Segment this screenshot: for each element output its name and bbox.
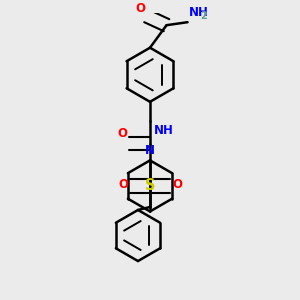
Text: O: O: [136, 2, 146, 15]
Text: O: O: [118, 127, 128, 140]
Text: 2: 2: [200, 11, 207, 21]
Text: N: N: [145, 144, 155, 157]
Text: S: S: [145, 178, 155, 194]
Text: NH: NH: [154, 124, 173, 137]
Text: O: O: [172, 178, 182, 191]
Text: NH: NH: [189, 6, 209, 19]
Text: O: O: [118, 178, 128, 191]
